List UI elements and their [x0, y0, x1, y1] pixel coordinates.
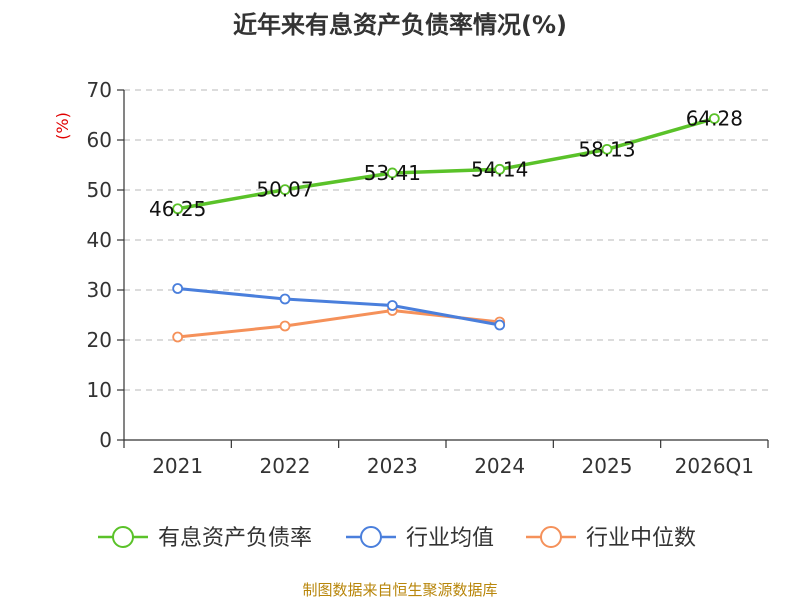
x-tick-label: 2021 [152, 454, 203, 478]
legend: 有息资产负债率 行业均值 行业中位数 [98, 526, 696, 551]
data-label: 64.28 [686, 107, 743, 131]
x-tick-label: 2023 [367, 454, 418, 478]
series-point-0 [386, 167, 398, 179]
series-point-0 [172, 203, 184, 215]
x-tick-label: 2025 [582, 454, 633, 478]
y-tick-label: 20 [87, 328, 112, 352]
data-label: 53.41 [364, 161, 421, 185]
series-point-0 [601, 143, 613, 155]
series-point-1 [172, 283, 184, 294]
grid-layer [124, 89, 768, 391]
legend-item-0[interactable]: 有息资产负债率 [98, 526, 312, 551]
data-label: 54.14 [471, 157, 528, 181]
y-tick-label: 30 [87, 278, 112, 302]
series-line-0 [177, 116, 715, 211]
series-point-0 [708, 113, 720, 124]
legend-marker [112, 526, 134, 548]
legend-item-1[interactable]: 行业均值 [346, 526, 494, 551]
series-line-1 [177, 287, 500, 327]
legend-label: 行业中位数 [586, 526, 696, 551]
y-tick-label: 40 [87, 228, 112, 252]
source-footer: 制图数据来自恒生聚源数据库 [302, 581, 497, 599]
x-tick-label: 2024 [474, 454, 525, 478]
y-axis-label: (%) [53, 112, 72, 140]
series-point-0 [279, 184, 291, 196]
legend-item-2[interactable]: 行业中位数 [526, 526, 696, 551]
y-tick-label: 10 [87, 378, 112, 402]
axis-layer: 0 10 20 30 40 50 60 70 2021 2022 2023 2024 2025 2026Q… [87, 78, 769, 478]
y-tick-label: 0 [99, 428, 112, 452]
legend-label: 有息资产负债率 [158, 526, 312, 551]
x-tick-label: 2022 [260, 454, 311, 478]
series-point-2 [279, 320, 291, 332]
y-tick-label: 60 [87, 128, 112, 152]
y-tick-label: 50 [87, 178, 112, 202]
legend-marker [540, 526, 562, 548]
legend-label: 行业均值 [406, 526, 494, 551]
data-label: 50.07 [256, 178, 313, 202]
x-tick-label: 2026Q1 [675, 454, 754, 478]
series-point-1 [386, 300, 398, 311]
data-label: 58.13 [578, 137, 635, 161]
series-line-2 [177, 309, 500, 339]
series-point-2 [172, 331, 184, 343]
data-label-layer: 46.25 50.07 53.41 54.14 58.13 64.28 [149, 107, 743, 221]
chart-title: 近年来有息资产负债率情况(%) [233, 11, 567, 39]
legend-marker [360, 526, 382, 548]
series-layer [172, 113, 720, 343]
y-tick-label: 70 [87, 78, 112, 102]
data-label: 46.25 [149, 197, 206, 221]
series-point-1 [279, 293, 291, 305]
series-point-0 [494, 163, 506, 175]
series-point-1 [494, 319, 506, 331]
